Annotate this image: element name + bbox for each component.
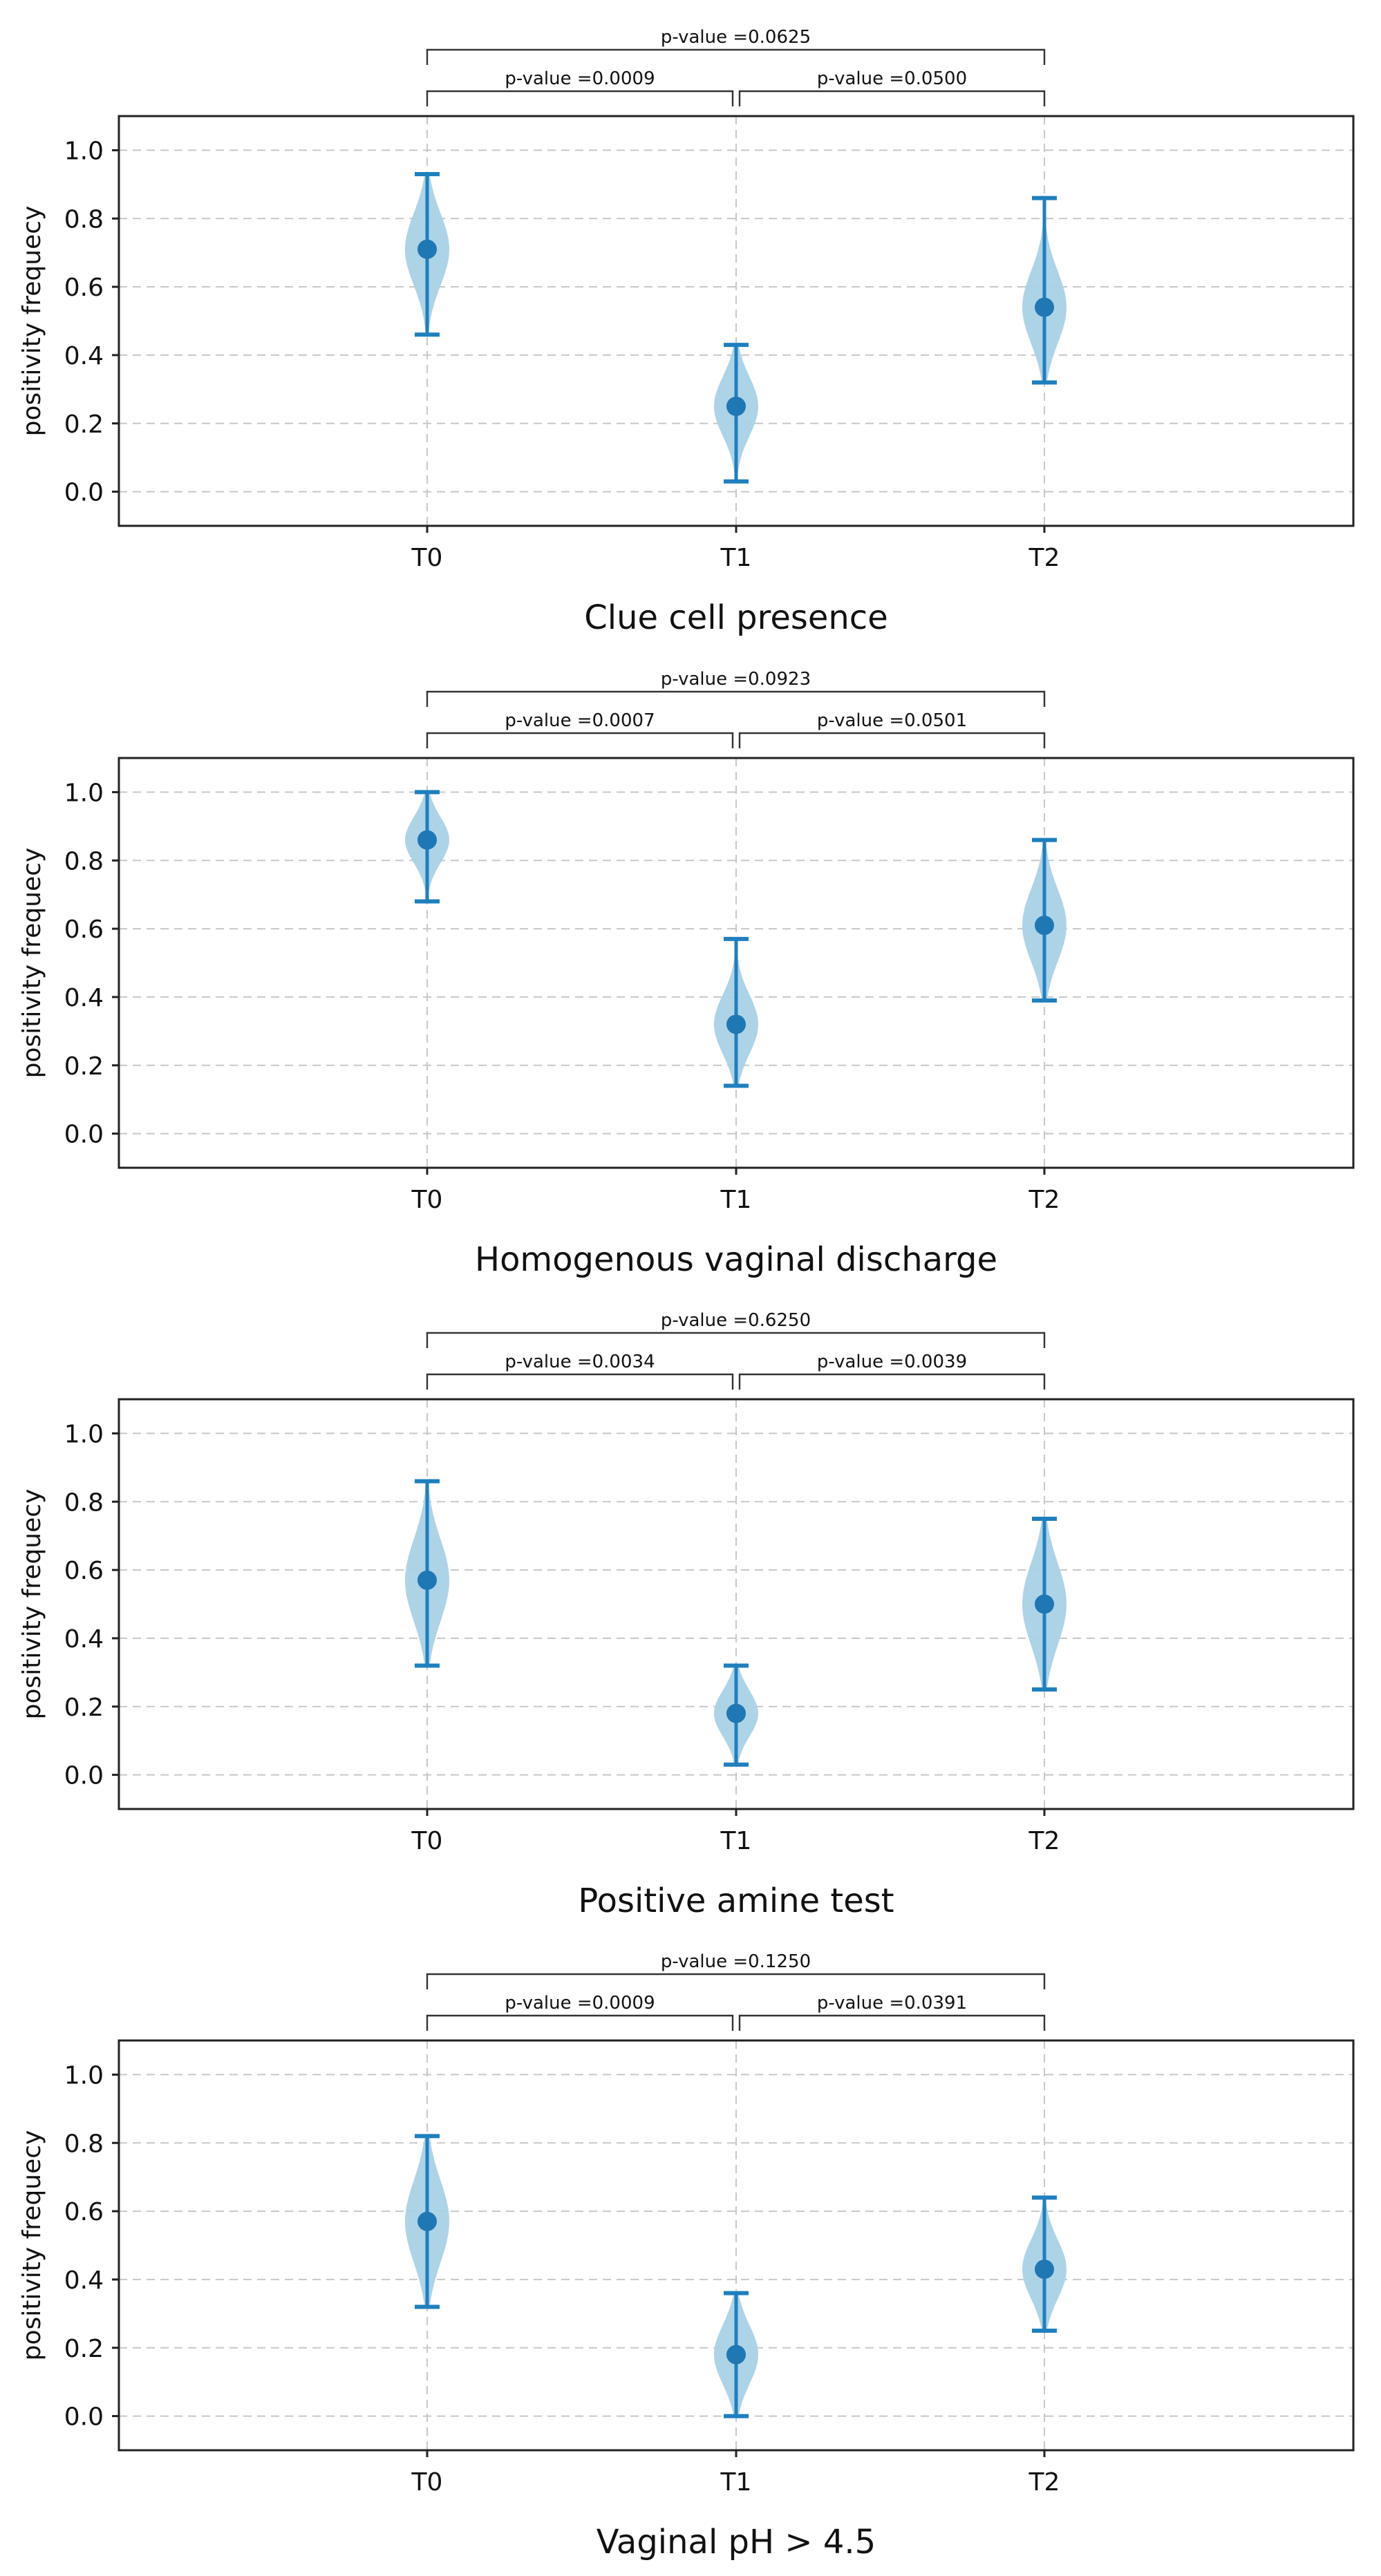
y-tick-label: 0.6 <box>64 1557 104 1585</box>
p-value-label: p-value =0.1250 <box>661 1951 811 1972</box>
x-tick-label: T2 <box>1028 2468 1060 2497</box>
mean-point-T1 <box>726 2345 746 2365</box>
x-tick-label: T2 <box>1028 544 1060 572</box>
y-tick-label: 1.0 <box>64 2061 104 2090</box>
mean-point-T1 <box>726 397 746 417</box>
mean-point-T0 <box>417 239 437 259</box>
mean-point-T0 <box>417 1570 437 1590</box>
chart-panel-2: 0.0 0.2 0.4 0.6 0.8 1.0 T0 T1 T2 positivity frequ… <box>18 669 1355 1279</box>
significance-bracket <box>738 2014 1046 2031</box>
y-tick-label: 1.0 <box>64 779 104 807</box>
mean-point-T2 <box>1035 916 1054 936</box>
y-axis-title: positivity frequecy <box>18 848 46 1079</box>
x-tick-label: T2 <box>1028 1186 1060 1214</box>
x-tick-label: T1 <box>720 1827 752 1855</box>
y-tick-label: 0.2 <box>64 2335 104 2363</box>
significance-bracket <box>426 1973 1046 1989</box>
y-tick-label: 0.8 <box>64 205 104 234</box>
y-tick-label: 0.6 <box>64 2198 104 2226</box>
x-tick-label: T0 <box>411 2468 443 2497</box>
p-value-label: p-value =0.0009 <box>505 1993 655 2014</box>
mean-point-T0 <box>417 2211 437 2231</box>
panel-caption: Vaginal pH > 4.5 <box>596 2523 876 2561</box>
significance-bracket <box>426 1332 1046 1348</box>
y-tick-label: 0.4 <box>64 984 104 1012</box>
mean-point-T1 <box>726 1014 746 1034</box>
p-value-label: p-value =0.0923 <box>661 669 811 690</box>
p-value-label: p-value =0.0034 <box>505 1352 655 1372</box>
y-tick-label: 0.8 <box>64 2130 104 2158</box>
mean-point-T1 <box>726 1703 746 1723</box>
p-value-label: p-value =0.0500 <box>817 68 967 89</box>
y-tick-label: 0.8 <box>64 1488 104 1517</box>
y-tick-label: 0.0 <box>64 479 104 507</box>
p-value-label: p-value =0.0007 <box>505 710 655 731</box>
significance-bracket <box>426 48 1046 65</box>
y-tick-label: 1.0 <box>64 137 104 165</box>
y-tick-label: 0.2 <box>64 1052 104 1081</box>
significance-bracket <box>426 90 734 106</box>
y-tick-label: 1.0 <box>64 1420 104 1448</box>
mean-point-T0 <box>417 830 437 850</box>
chart-panel-1: 0.0 0.2 0.4 0.6 0.8 1.0 T0 T1 T2 positivity frequ… <box>18 27 1355 637</box>
x-tick-label: T0 <box>411 1186 443 1214</box>
chart-panel-4: 0.0 0.2 0.4 0.6 0.8 1.0 T0 T1 T2 positivity frequ… <box>18 1951 1355 2561</box>
x-tick-label: T2 <box>1028 1827 1060 1855</box>
y-tick-label: 0.2 <box>64 1694 104 1722</box>
p-value-label: p-value =0.0009 <box>505 68 655 89</box>
panel-caption: Homogenous vaginal discharge <box>475 1240 997 1279</box>
mean-point-T2 <box>1035 297 1054 317</box>
significance-bracket <box>738 90 1046 106</box>
significance-bracket <box>738 732 1046 748</box>
y-axis-title: positivity frequecy <box>18 1489 46 1720</box>
x-tick-label: T1 <box>720 544 752 572</box>
y-tick-label: 0.8 <box>64 847 104 875</box>
y-tick-label: 0.4 <box>64 1625 104 1654</box>
y-axis-title: positivity frequecy <box>18 206 46 437</box>
chart-panel-3: 0.0 0.2 0.4 0.6 0.8 1.0 T0 T1 T2 positivity frequ… <box>18 1310 1355 1920</box>
y-tick-label: 0.2 <box>64 410 104 439</box>
panel-caption: Clue cell presence <box>584 598 887 637</box>
x-tick-label: T0 <box>411 544 443 572</box>
y-tick-label: 0.6 <box>64 274 104 302</box>
mean-point-T2 <box>1035 1594 1054 1614</box>
y-tick-label: 0.0 <box>64 1762 104 1790</box>
y-tick-label: 0.4 <box>64 342 104 370</box>
p-value-label: p-value =0.0039 <box>817 1352 967 1372</box>
p-value-label: p-value =0.0501 <box>817 710 967 731</box>
panel-caption: Positive amine test <box>578 1882 894 1920</box>
significance-bracket <box>426 1373 734 1390</box>
p-value-label: p-value =0.6250 <box>661 1310 811 1331</box>
significance-bracket <box>426 690 1046 707</box>
y-axis-title: positivity frequecy <box>18 2130 46 2361</box>
y-tick-label: 0.0 <box>64 2403 104 2432</box>
mean-point-T2 <box>1035 2260 1054 2280</box>
x-tick-label: T1 <box>720 2468 752 2497</box>
significance-bracket <box>426 732 734 748</box>
y-tick-label: 0.0 <box>64 1121 104 1149</box>
p-value-label: p-value =0.0625 <box>661 27 811 48</box>
x-tick-label: T1 <box>720 1186 752 1214</box>
x-tick-label: T0 <box>411 1827 443 1855</box>
significance-bracket <box>426 2014 734 2031</box>
p-value-label: p-value =0.0391 <box>817 1993 967 2014</box>
y-tick-label: 0.6 <box>64 916 104 944</box>
significance-bracket <box>738 1373 1046 1390</box>
y-tick-label: 0.4 <box>64 2266 104 2295</box>
